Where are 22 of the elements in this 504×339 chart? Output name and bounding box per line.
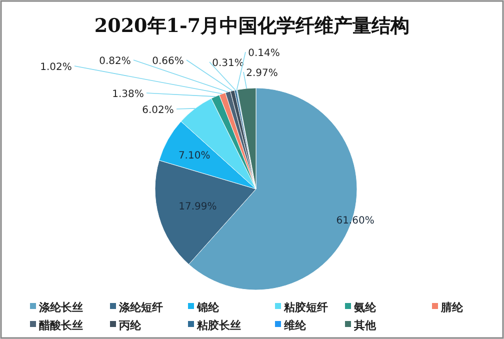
legend-label: 醋酸长丝: [39, 319, 83, 332]
data-label: 0.82%: [99, 56, 131, 67]
legend-label: 丙纶: [118, 319, 142, 332]
data-label: 1.38%: [112, 89, 144, 100]
chart-title: 2020年1-7月中国化学纤维产量结构: [94, 15, 410, 37]
data-label: 0.14%: [248, 48, 280, 59]
legend-label: 维纶: [283, 319, 307, 332]
data-label: 0.31%: [212, 58, 244, 69]
legend-label: 锦纶: [196, 301, 220, 314]
data-label: 0.66%: [152, 56, 184, 67]
data-label: 7.10%: [178, 150, 210, 162]
data-label: 6.02%: [142, 105, 174, 116]
legend-label: 涤纶长丝: [38, 301, 83, 314]
legend-label: 粘胶长丝: [196, 319, 241, 332]
data-label: 1.02%: [40, 62, 72, 73]
legend-label: 氨纶: [353, 301, 377, 314]
data-label: 17.99%: [178, 202, 217, 213]
legend-label: 其他: [353, 319, 377, 332]
legend-label: 腈纶: [440, 301, 464, 314]
legend-label: 涤纶短纤: [118, 301, 163, 314]
legend-label: 粘胶短纤: [283, 301, 328, 314]
data-label: 2.97%: [246, 68, 278, 79]
